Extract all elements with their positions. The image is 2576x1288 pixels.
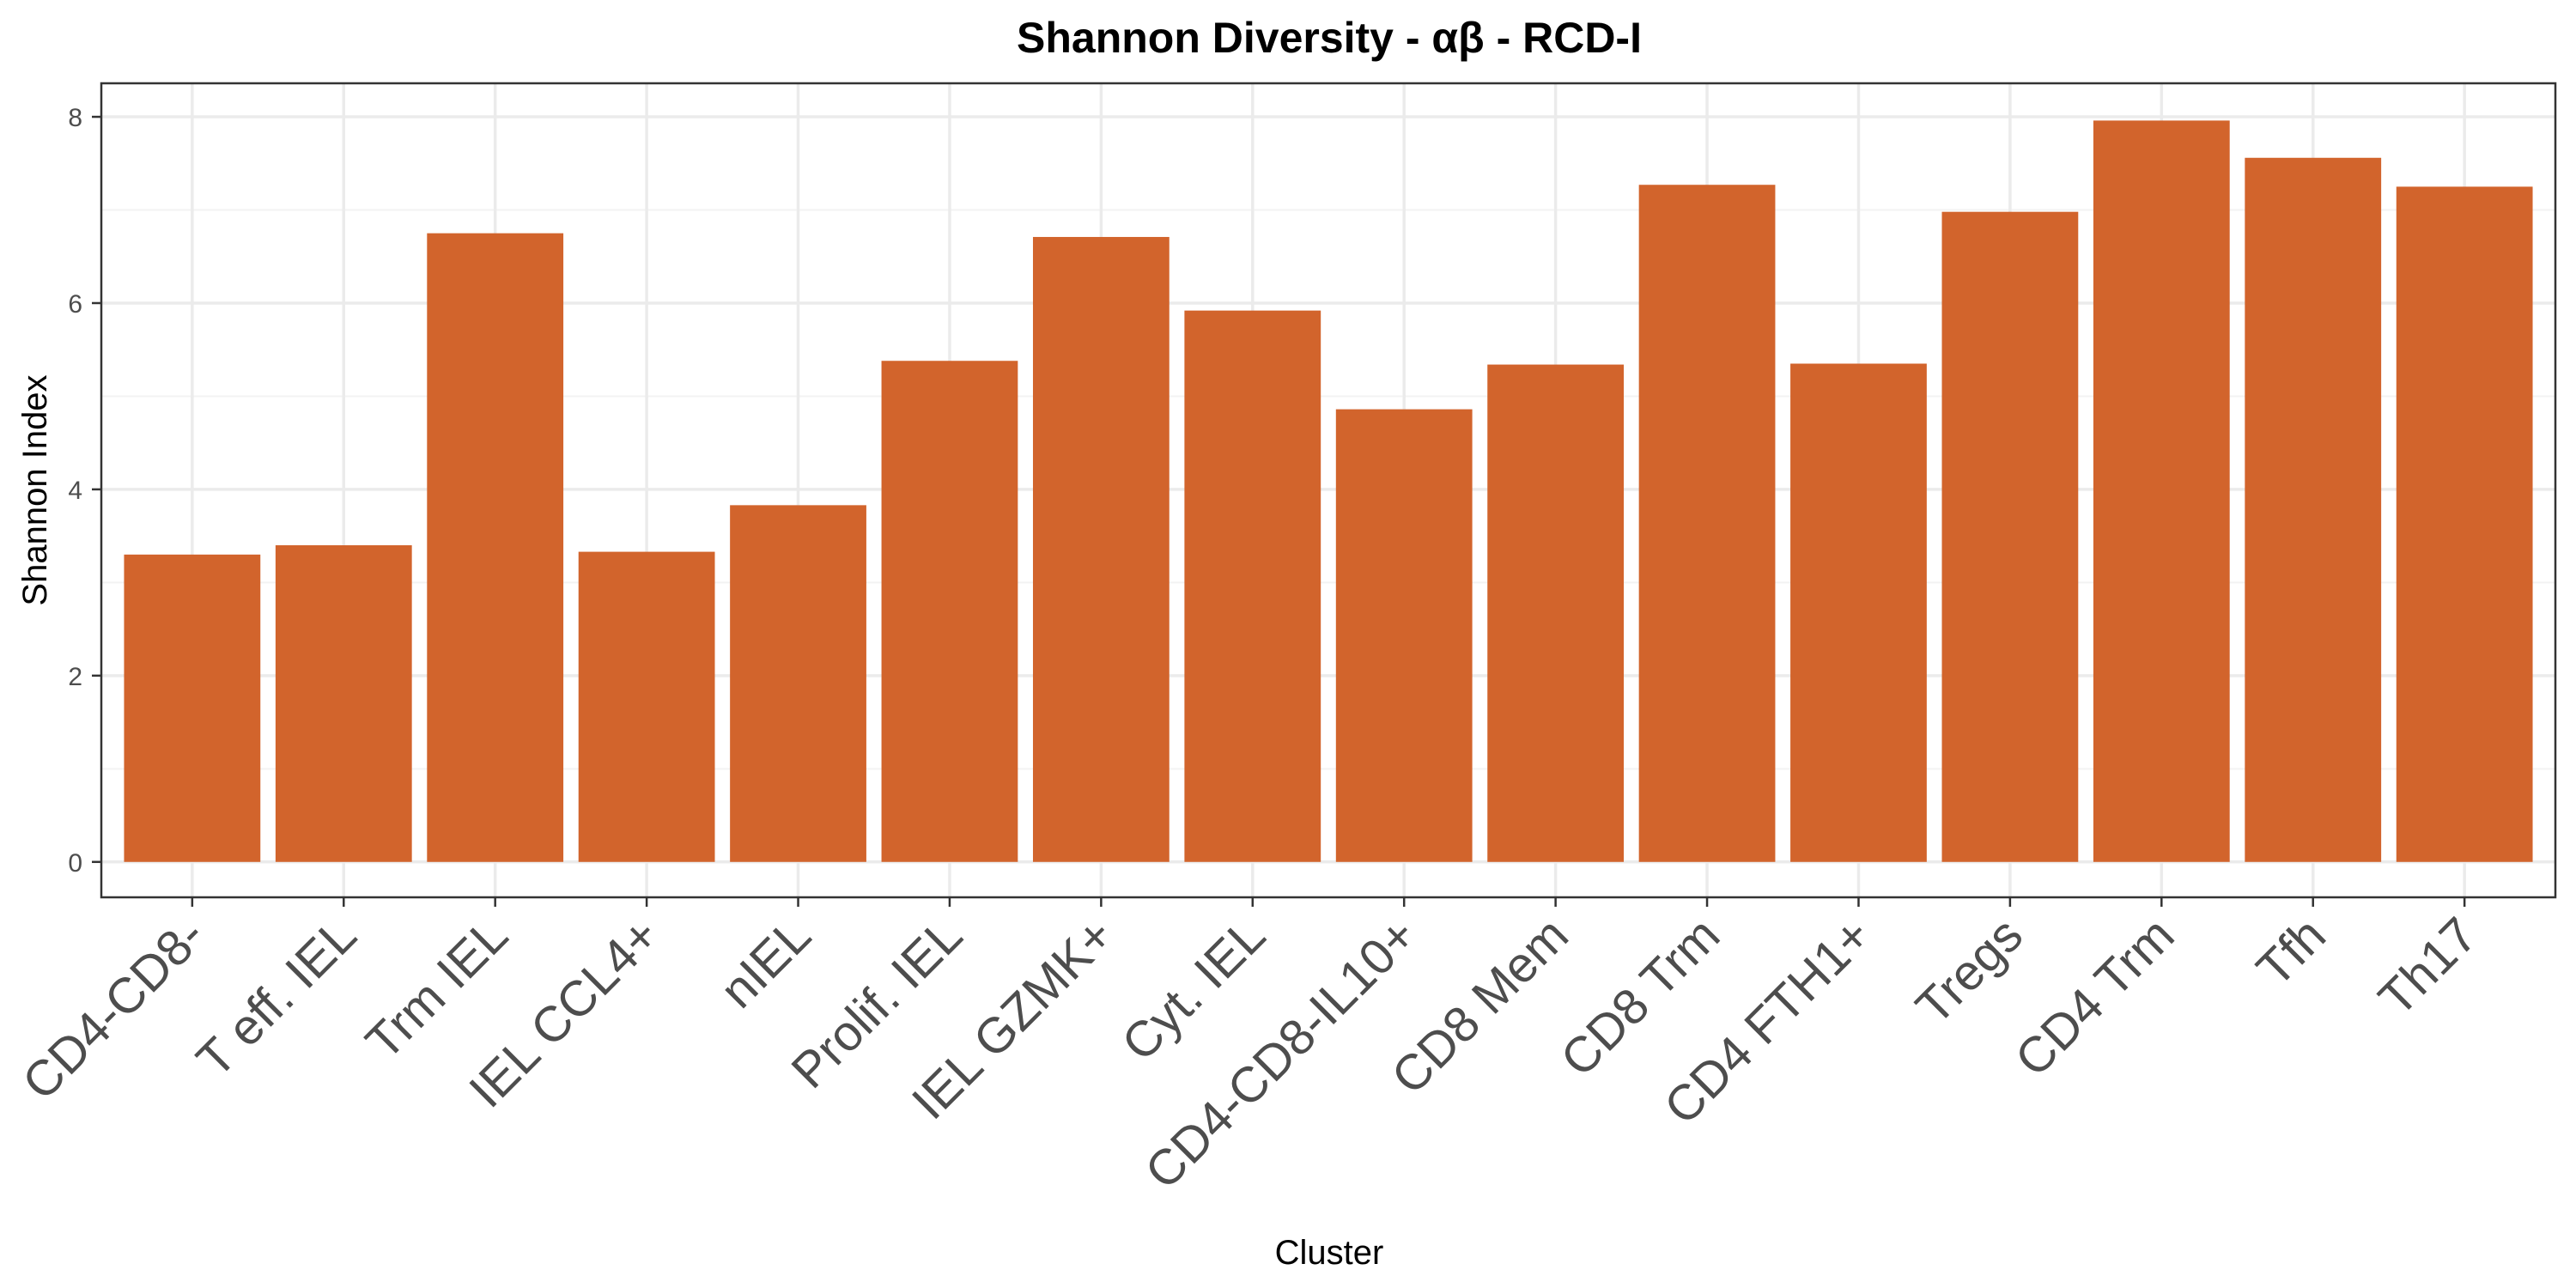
bar — [2093, 120, 2230, 862]
y-tick-label: 2 — [68, 663, 82, 691]
bar — [1184, 310, 1321, 862]
bar — [1941, 211, 2079, 862]
y-axis-title: Shannon Index — [16, 374, 54, 605]
y-tick-label: 4 — [68, 477, 82, 505]
x-tick-label: Tregs — [1905, 907, 2033, 1035]
bar — [275, 544, 412, 862]
bar — [2245, 157, 2382, 862]
y-tick-label: 0 — [68, 849, 82, 878]
bar — [2396, 186, 2533, 862]
bar — [578, 551, 715, 862]
bar — [730, 505, 866, 862]
bar — [124, 554, 261, 862]
x-tick-label: nIEL — [709, 907, 821, 1018]
x-tick-label: T eff. IEL — [186, 907, 368, 1088]
bar — [1335, 409, 1473, 862]
y-tick-label: 6 — [68, 290, 82, 319]
y-axis: 0 2 4 6 8 — [68, 104, 101, 878]
x-tick-label: Tfh — [2246, 907, 2336, 997]
x-axis-title: Cluster — [1275, 1234, 1384, 1272]
y-tick-label: 8 — [68, 104, 82, 132]
bar — [427, 233, 564, 862]
x-tick-label: Th17 — [2368, 907, 2488, 1026]
x-tick-label: CD4-CD8- — [12, 907, 216, 1110]
chart-title: Shannon Diversity - αβ - RCD-I — [1017, 14, 1642, 62]
x-tick-label: CD4-CD8-IL10+ — [1134, 907, 1427, 1200]
bar — [1790, 363, 1927, 862]
x-tick-label: CD4 Trm — [2004, 907, 2184, 1087]
bar — [1638, 185, 1776, 862]
bar — [1032, 236, 1170, 862]
bar — [881, 361, 1018, 862]
bars — [124, 120, 2533, 862]
bar — [1487, 364, 1625, 862]
